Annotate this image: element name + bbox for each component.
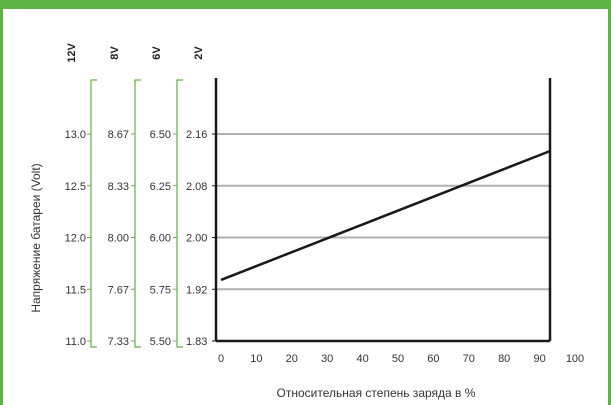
- frame-top-bar: [0, 0, 611, 9]
- x-tick-label: 0: [218, 353, 224, 365]
- y-tick-label: 8.00: [108, 233, 129, 245]
- frame-right-border: [608, 0, 611, 405]
- y-tick-label: 7.33: [108, 336, 129, 348]
- x-tick-label: 70: [463, 353, 475, 365]
- scale-name-12v: 12V: [66, 43, 78, 63]
- y-tick-label: 2.16: [186, 129, 207, 141]
- axes-layer: 0 10 20 30 40 50 60 70 80 90 100: [214, 78, 584, 365]
- y-tick-label: 13.0: [65, 129, 86, 141]
- y-tick-label: 2.08: [186, 181, 207, 193]
- series-line: [220, 149, 550, 282]
- y-tick-label: 11.0: [65, 336, 86, 348]
- y-tick-label: 2.00: [186, 233, 207, 245]
- scale-name-8v: 8V: [109, 46, 121, 60]
- y-tick-label: 11.5: [65, 284, 86, 296]
- y-tick-label: 7.67: [108, 284, 129, 296]
- series-layer: [220, 149, 550, 282]
- x-tick-label: 60: [427, 353, 439, 365]
- x-tick-label: 30: [321, 353, 333, 365]
- x-tick-label: 20: [286, 353, 298, 365]
- y-tick-label: 5.75: [150, 284, 171, 296]
- frame-left-border: [0, 0, 3, 405]
- y-axis-label: Напряжение батареи (Volt): [29, 163, 43, 312]
- y-tick-label: 6.25: [150, 181, 171, 193]
- scale-name-2v: 2V: [193, 46, 205, 60]
- y-tick-label: 8.33: [108, 181, 129, 193]
- x-tick-label: 40: [356, 353, 368, 365]
- y-tick-label: 5.50: [150, 336, 171, 348]
- voltage-scales: 12V 13.0 12.5 12.0 11.5 11.0 8V 8.67 8.33 8.00 7.6…: [65, 43, 216, 348]
- y-tick-label: 12.5: [65, 181, 86, 193]
- y-tick-label: 6.00: [150, 233, 171, 245]
- y-tick-label: 6.50: [150, 129, 171, 141]
- y-tick-label: 1.83: [186, 336, 207, 348]
- scale-bracket: [90, 79, 97, 348]
- x-tick-label: 100: [566, 353, 584, 365]
- y-tick-label: 12.0: [65, 233, 86, 245]
- x-tick-label: 10: [250, 353, 262, 365]
- x-tick-label: 50: [392, 353, 404, 365]
- scale-name-6v: 6V: [151, 46, 163, 60]
- grid-layer: [216, 133, 550, 291]
- y-tick-label: 1.92: [186, 284, 207, 296]
- scale-bracket: [176, 79, 183, 348]
- y-tick-label: 8.67: [108, 129, 129, 141]
- x-axis-label: Относительная степень заряда в %: [277, 386, 476, 400]
- x-tick-label: 90: [533, 353, 545, 365]
- x-tick-label: 80: [498, 353, 510, 365]
- scale-bracket: [134, 79, 141, 348]
